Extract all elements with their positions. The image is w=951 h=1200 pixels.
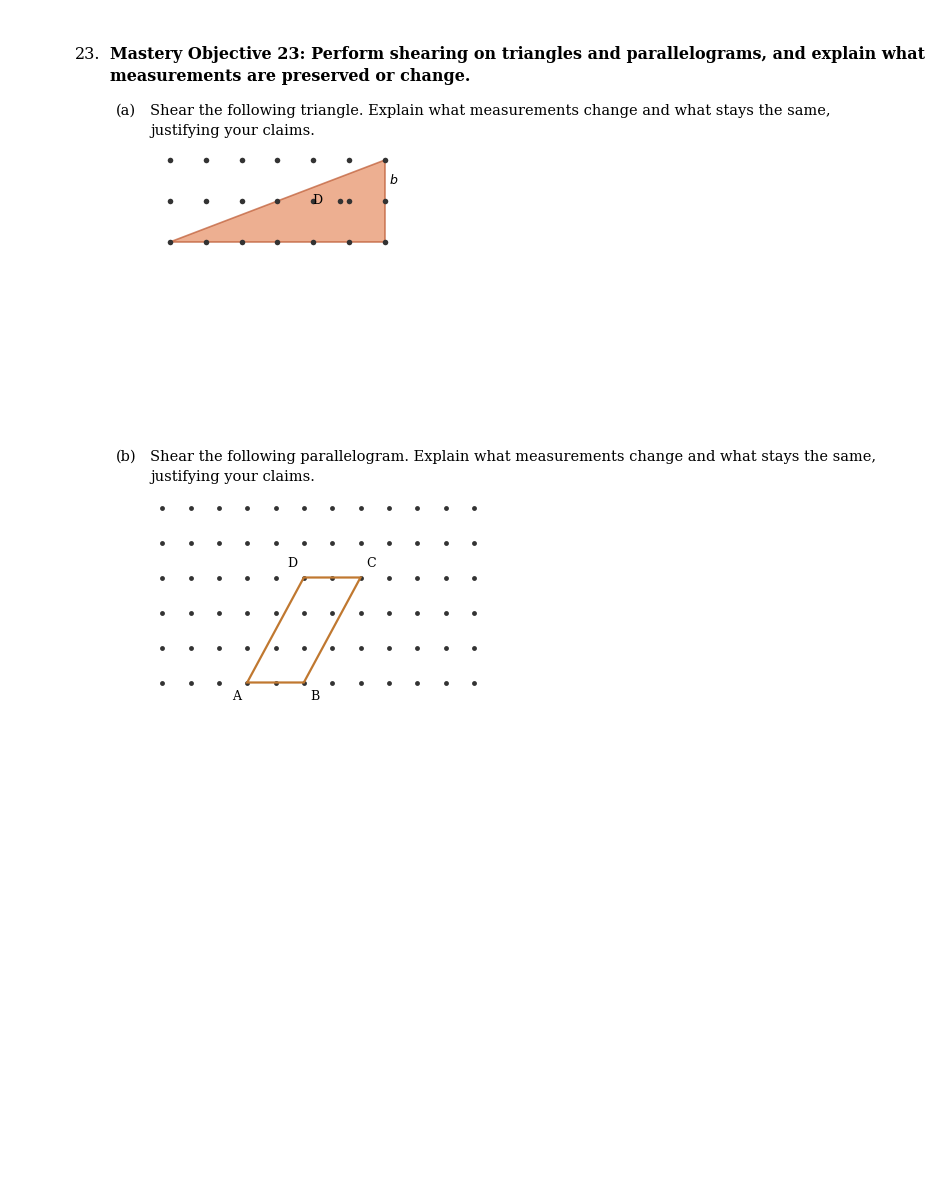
Text: A: A	[232, 690, 241, 703]
Text: justifying your claims.: justifying your claims.	[150, 470, 315, 484]
Text: Shear the following parallelogram. Explain what measurements change and what sta: Shear the following parallelogram. Expla…	[150, 450, 876, 464]
Text: D: D	[312, 194, 322, 208]
Text: (a): (a)	[116, 104, 136, 118]
Text: justifying your claims.: justifying your claims.	[150, 124, 315, 138]
Text: Mastery Objective 23: Perform shearing on triangles and parallelograms, and expl: Mastery Objective 23: Perform shearing o…	[110, 46, 925, 62]
Text: $b$: $b$	[389, 173, 398, 187]
Text: D: D	[287, 557, 298, 570]
Polygon shape	[170, 161, 385, 241]
Text: measurements are preserved or change.: measurements are preserved or change.	[110, 68, 471, 85]
Text: 23.: 23.	[75, 46, 101, 62]
Text: C: C	[367, 557, 377, 570]
Text: B: B	[310, 690, 320, 703]
Text: Shear the following triangle. Explain what measurements change and what stays th: Shear the following triangle. Explain wh…	[150, 104, 830, 118]
Text: (b): (b)	[116, 450, 137, 464]
